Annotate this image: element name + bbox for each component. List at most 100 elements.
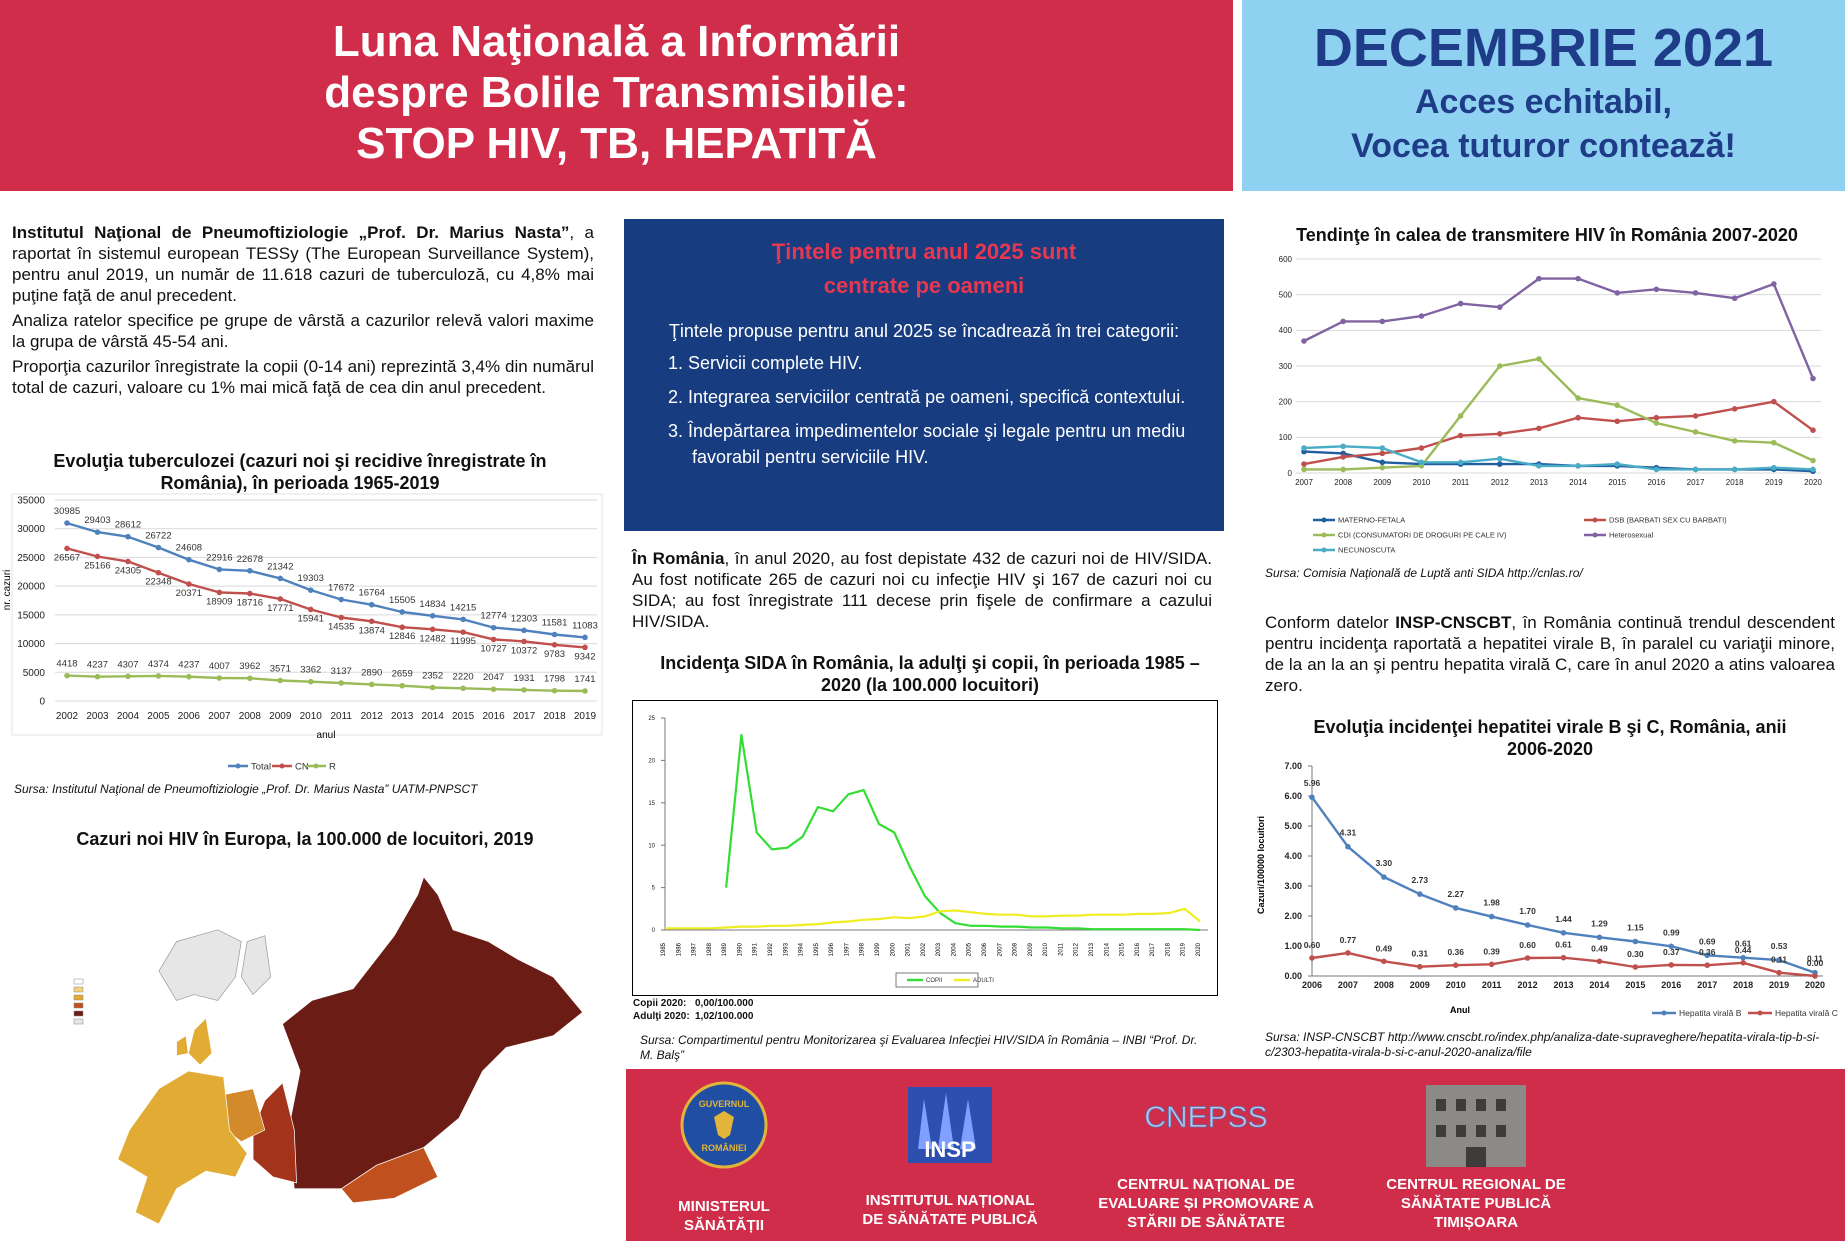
data-label: 0.30: [1627, 949, 1644, 959]
targets-intro: Ţintele propuse pentru anul 2025 se înca…: [668, 321, 1180, 341]
data-label: 9783: [544, 649, 565, 660]
point-marker: [399, 609, 405, 615]
point-marker: [551, 642, 558, 648]
paragraph: Institutul Naţional de Pneumoftiziologie…: [12, 222, 594, 306]
point-marker: [1653, 466, 1660, 473]
y-tick-label: 25: [648, 716, 655, 722]
plot-frame: [11, 493, 603, 736]
x-tick-label: 2011: [1452, 478, 1470, 487]
data-label: 24608: [176, 543, 202, 554]
legend-swatch: [73, 1018, 84, 1025]
logo-figures: [918, 1093, 976, 1149]
data-label: 11995: [450, 636, 476, 647]
chart-frame: [632, 700, 1218, 996]
point-marker: [1340, 454, 1346, 460]
x-tick-label: 2018: [1726, 478, 1744, 487]
point-marker: [1668, 962, 1675, 968]
label-line: MINISTERUL: [678, 1198, 770, 1215]
data-label: 3362: [300, 665, 321, 676]
data-label: 0.69: [1699, 936, 1716, 946]
point-marker: [1418, 445, 1425, 451]
data-label: 18716: [237, 598, 263, 609]
legend-label: Total: [251, 761, 271, 772]
point-marker: [1810, 375, 1816, 382]
series-line: [725, 733, 1201, 932]
series-line: [1303, 400, 1814, 466]
point-marker: [1340, 466, 1346, 473]
point-marker: [277, 575, 284, 582]
point-marker: [216, 589, 223, 596]
data-label: 0.77: [1340, 935, 1357, 945]
legend-marker: [1592, 532, 1598, 538]
x-tick-label: 2013: [1089, 942, 1095, 956]
label-line: EVALUARE ȘI PROMOVARE A: [1098, 1195, 1314, 1212]
point-marker: [1560, 954, 1567, 961]
x-tick-label: 1995: [814, 942, 820, 956]
point-marker: [1771, 464, 1777, 471]
data-label: 9342: [574, 651, 595, 662]
logo-label: MINISTERUL SĂNĂTĂȚII: [644, 1197, 804, 1235]
point-marker: [1381, 874, 1387, 880]
data-label: 21342: [267, 561, 293, 572]
x-tick-label: 2012: [1074, 942, 1080, 956]
point-marker: [1653, 414, 1660, 421]
logo-label: CENTRUL REGIONAL DE SĂNĂTATE PUBLICĂ TIMIȘ…: [1366, 1175, 1586, 1232]
romania-text: În România, în anul 2020, au fost depist…: [632, 548, 1212, 632]
y-tick-label: 200: [1279, 397, 1293, 406]
title-line: STOP HIV, TB, HEPATITĂ: [356, 119, 877, 168]
x-tick-label: 2013: [1530, 478, 1548, 487]
y-tick-label: 15000: [17, 610, 45, 621]
text: , în anul 2020, au fost depistate 432 de…: [632, 549, 1212, 631]
source: Sursa: Institutul Naţional de Pneumoftiz…: [14, 782, 478, 796]
point-marker: [1309, 955, 1315, 961]
x-tick-label: 2008: [1374, 980, 1394, 990]
point-marker: [368, 618, 375, 625]
y-tick-label: 35000: [17, 496, 45, 507]
data-label: 4.31: [1340, 828, 1357, 838]
series-line: [66, 521, 586, 639]
data-label: 1.15: [1627, 923, 1644, 933]
point-marker: [338, 680, 345, 686]
slogan-line: Acces echitabil,: [1414, 83, 1672, 121]
point-marker: [460, 616, 466, 623]
europe-map: [73, 876, 584, 1225]
point-marker: [1614, 290, 1621, 296]
data-label: 4418: [56, 659, 77, 670]
data-label: 0.00: [1807, 958, 1824, 968]
legend-label: CN: [295, 761, 309, 772]
data-label: 11083: [572, 620, 598, 631]
point-marker: [1771, 398, 1777, 405]
data-label: 4237: [178, 660, 199, 671]
bold-text: Institutul Naţional de Pneumoftiziologie…: [12, 223, 570, 242]
aids-chart: 0 5 10 15 20 25 1985 1986 1987 1988 1989 1990 1991 19…: [632, 700, 1218, 996]
x-tick-label: 2000: [890, 942, 896, 956]
title-line: despre Bolile Transmisibile:: [324, 68, 909, 117]
y-tick-label: 0: [39, 697, 45, 708]
source: Sursa: INSP-CNSCBT http://www.cnscbt.ro/…: [1265, 1030, 1820, 1059]
label-line: TIMIȘOARA: [1433, 1214, 1519, 1231]
point-marker: [338, 614, 345, 621]
legend-label: Heterosexual: [1609, 531, 1654, 540]
series-line: [1303, 445, 1814, 471]
data-label: 1.98: [1483, 898, 1500, 908]
map-legend: [73, 978, 84, 1025]
y-tick-label: 600: [1279, 255, 1293, 264]
y-tick-label: 0.00: [1284, 971, 1302, 981]
y-tick-label: 400: [1279, 326, 1293, 335]
data-label: 14215: [450, 602, 476, 613]
x-axis-label: anul: [317, 730, 336, 741]
legend-swatch: [73, 1002, 84, 1009]
legend-box: [895, 972, 979, 988]
data-label: 3.30: [1376, 858, 1393, 868]
transmission-chart: 0 100 200 300 400 500 600 2007 2008 2009 2010 2011 2…: [1279, 255, 1823, 555]
data-label: 1931: [513, 673, 534, 684]
point-marker: [1596, 958, 1603, 965]
point-marker: [1379, 450, 1386, 457]
point-marker: [1812, 973, 1818, 979]
data-label: 14834: [419, 599, 445, 610]
data-label: 29403: [84, 515, 110, 526]
bold-text: În România: [632, 549, 725, 568]
legend-marker: [1321, 532, 1327, 538]
y-tick-label: 500: [1279, 290, 1293, 299]
text: , a raportat în sistemul european TESSy …: [12, 223, 594, 305]
